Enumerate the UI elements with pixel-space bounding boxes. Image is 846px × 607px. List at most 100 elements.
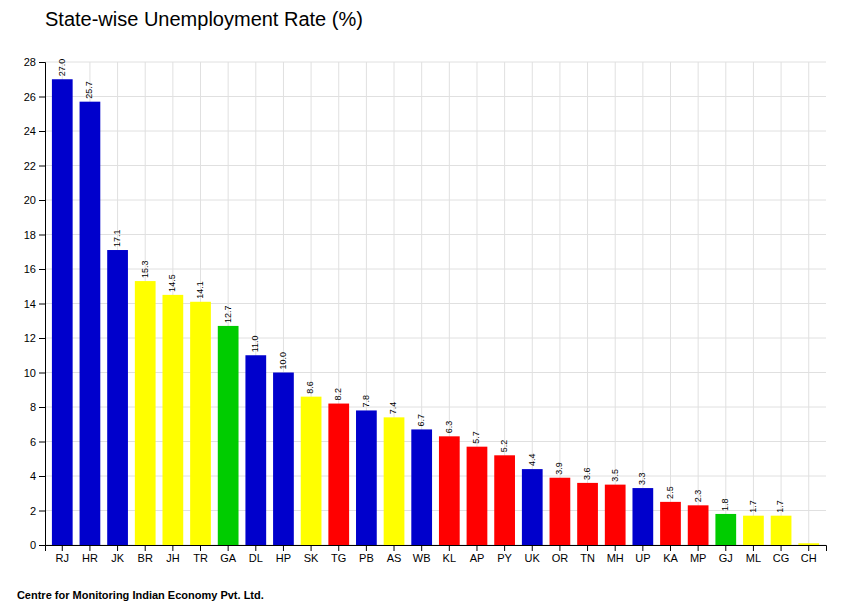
- bar: [52, 79, 73, 545]
- data-label: 1.7: [748, 500, 758, 513]
- x-tick: HR: [82, 545, 98, 564]
- data-label: 12.7: [223, 305, 233, 323]
- data-label: 6.7: [416, 414, 426, 427]
- y-tick-label: 0: [30, 539, 36, 551]
- x-tick-label: BR: [138, 552, 153, 564]
- x-tick-mark: [311, 545, 312, 551]
- data-label: 7.8: [361, 395, 371, 408]
- data-label: 2.5: [665, 486, 675, 499]
- y-tick-label: 2: [30, 505, 36, 517]
- y-tick: 20: [24, 194, 45, 206]
- x-tick-mark: [476, 545, 477, 551]
- y-tick: 12: [24, 332, 45, 344]
- data-label: 3.9: [554, 462, 564, 475]
- x-tick-mark: [117, 545, 118, 551]
- x-tick-mark: [725, 545, 726, 551]
- x-tick: TN: [580, 545, 595, 564]
- y-axis-line: [39, 63, 46, 546]
- x-tick-mark: [781, 545, 782, 551]
- data-label: 8.2: [333, 388, 343, 401]
- x-tick: GJ: [719, 545, 733, 564]
- x-tick-label: PB: [359, 552, 374, 564]
- data-label: 17.1: [112, 229, 122, 247]
- bar: [660, 502, 681, 545]
- x-tick-mark: [366, 545, 367, 551]
- x-tick: PY: [497, 545, 512, 564]
- bar: [577, 483, 598, 545]
- data-label: 5.7: [471, 431, 481, 444]
- y-tick: 24: [24, 125, 45, 137]
- x-tick: JK: [111, 545, 125, 564]
- x-grid-line: [725, 62, 726, 545]
- x-tick-label: OR: [552, 552, 569, 564]
- bar: [439, 436, 460, 545]
- y-tick: 14: [24, 298, 45, 310]
- y-tick-label: 14: [24, 298, 36, 310]
- x-tick: BR: [138, 545, 153, 564]
- y-tick-mark: [39, 407, 45, 408]
- y-tick: 26: [24, 91, 45, 103]
- x-axis: RJHRJKBRJHTRGADLHPSKTGPBASWBKLAPPYUKORTN…: [46, 545, 827, 564]
- x-tick-mark: [753, 545, 754, 551]
- bar: [328, 404, 349, 545]
- x-tick: MP: [690, 545, 707, 564]
- x-tick-label: TG: [331, 552, 346, 564]
- y-tick: 16: [24, 263, 45, 275]
- x-tick-label: GA: [220, 552, 237, 564]
- data-label: 27.0: [57, 59, 67, 77]
- x-tick: JH: [166, 545, 180, 564]
- y-tick: 28: [24, 56, 45, 68]
- bar: [605, 485, 626, 545]
- x-tick: HP: [276, 545, 291, 564]
- bar: [273, 373, 294, 546]
- y-tick-mark: [39, 304, 45, 305]
- x-tick: GA: [220, 545, 237, 564]
- data-label: 14.1: [195, 281, 205, 299]
- y-tick-label: 6: [30, 436, 36, 448]
- x-tick-label: HP: [276, 552, 291, 564]
- data-label: 25.7: [84, 81, 94, 99]
- y-grid-line: [45, 407, 826, 408]
- y-grid-line: [45, 372, 826, 373]
- x-axis-line: [46, 546, 827, 552]
- x-tick-mark: [62, 545, 63, 551]
- x-tick-label: JK: [111, 552, 125, 564]
- x-tick-label: ML: [746, 552, 761, 564]
- y-tick-label: 12: [24, 332, 36, 344]
- bar: [688, 505, 709, 545]
- y-grid-line: [45, 131, 826, 132]
- bar: [384, 417, 405, 545]
- y-grid-line: [45, 338, 826, 339]
- bars: [52, 79, 819, 545]
- x-tick-label: MH: [607, 552, 624, 564]
- x-tick-mark: [559, 545, 560, 551]
- x-tick-mark: [587, 545, 588, 551]
- data-label: 8.6: [305, 381, 315, 394]
- y-tick-label: 26: [24, 91, 36, 103]
- data-label: 3.5: [610, 469, 620, 482]
- x-tick-label: RJ: [56, 552, 69, 564]
- title: State-wise Unemployment Rate (%): [45, 8, 363, 30]
- x-tick-label: PY: [497, 552, 512, 564]
- x-tick-mark: [228, 545, 229, 551]
- x-tick-mark: [449, 545, 450, 551]
- y-tick-mark: [39, 97, 45, 98]
- data-label: 2.3: [693, 490, 703, 503]
- data-label: 15.3: [140, 261, 150, 279]
- x-tick-label: GJ: [719, 552, 733, 564]
- x-tick: MH: [607, 545, 624, 564]
- y-tick-mark: [39, 476, 45, 477]
- data-label: 6.3: [444, 421, 454, 434]
- y-tick-mark: [39, 338, 45, 339]
- bar: [162, 295, 183, 545]
- x-tick-label: KA: [663, 552, 678, 564]
- data-label: 14.5: [167, 274, 177, 292]
- y-tick-mark: [39, 545, 45, 546]
- x-grid-line: [642, 62, 643, 545]
- bar: [550, 478, 571, 545]
- x-tick-mark: [145, 545, 146, 551]
- y-tick-label: 24: [24, 125, 36, 137]
- y-tick-label: 4: [30, 470, 36, 482]
- y-grid-line: [45, 234, 826, 235]
- data-label: 4.4: [527, 454, 537, 467]
